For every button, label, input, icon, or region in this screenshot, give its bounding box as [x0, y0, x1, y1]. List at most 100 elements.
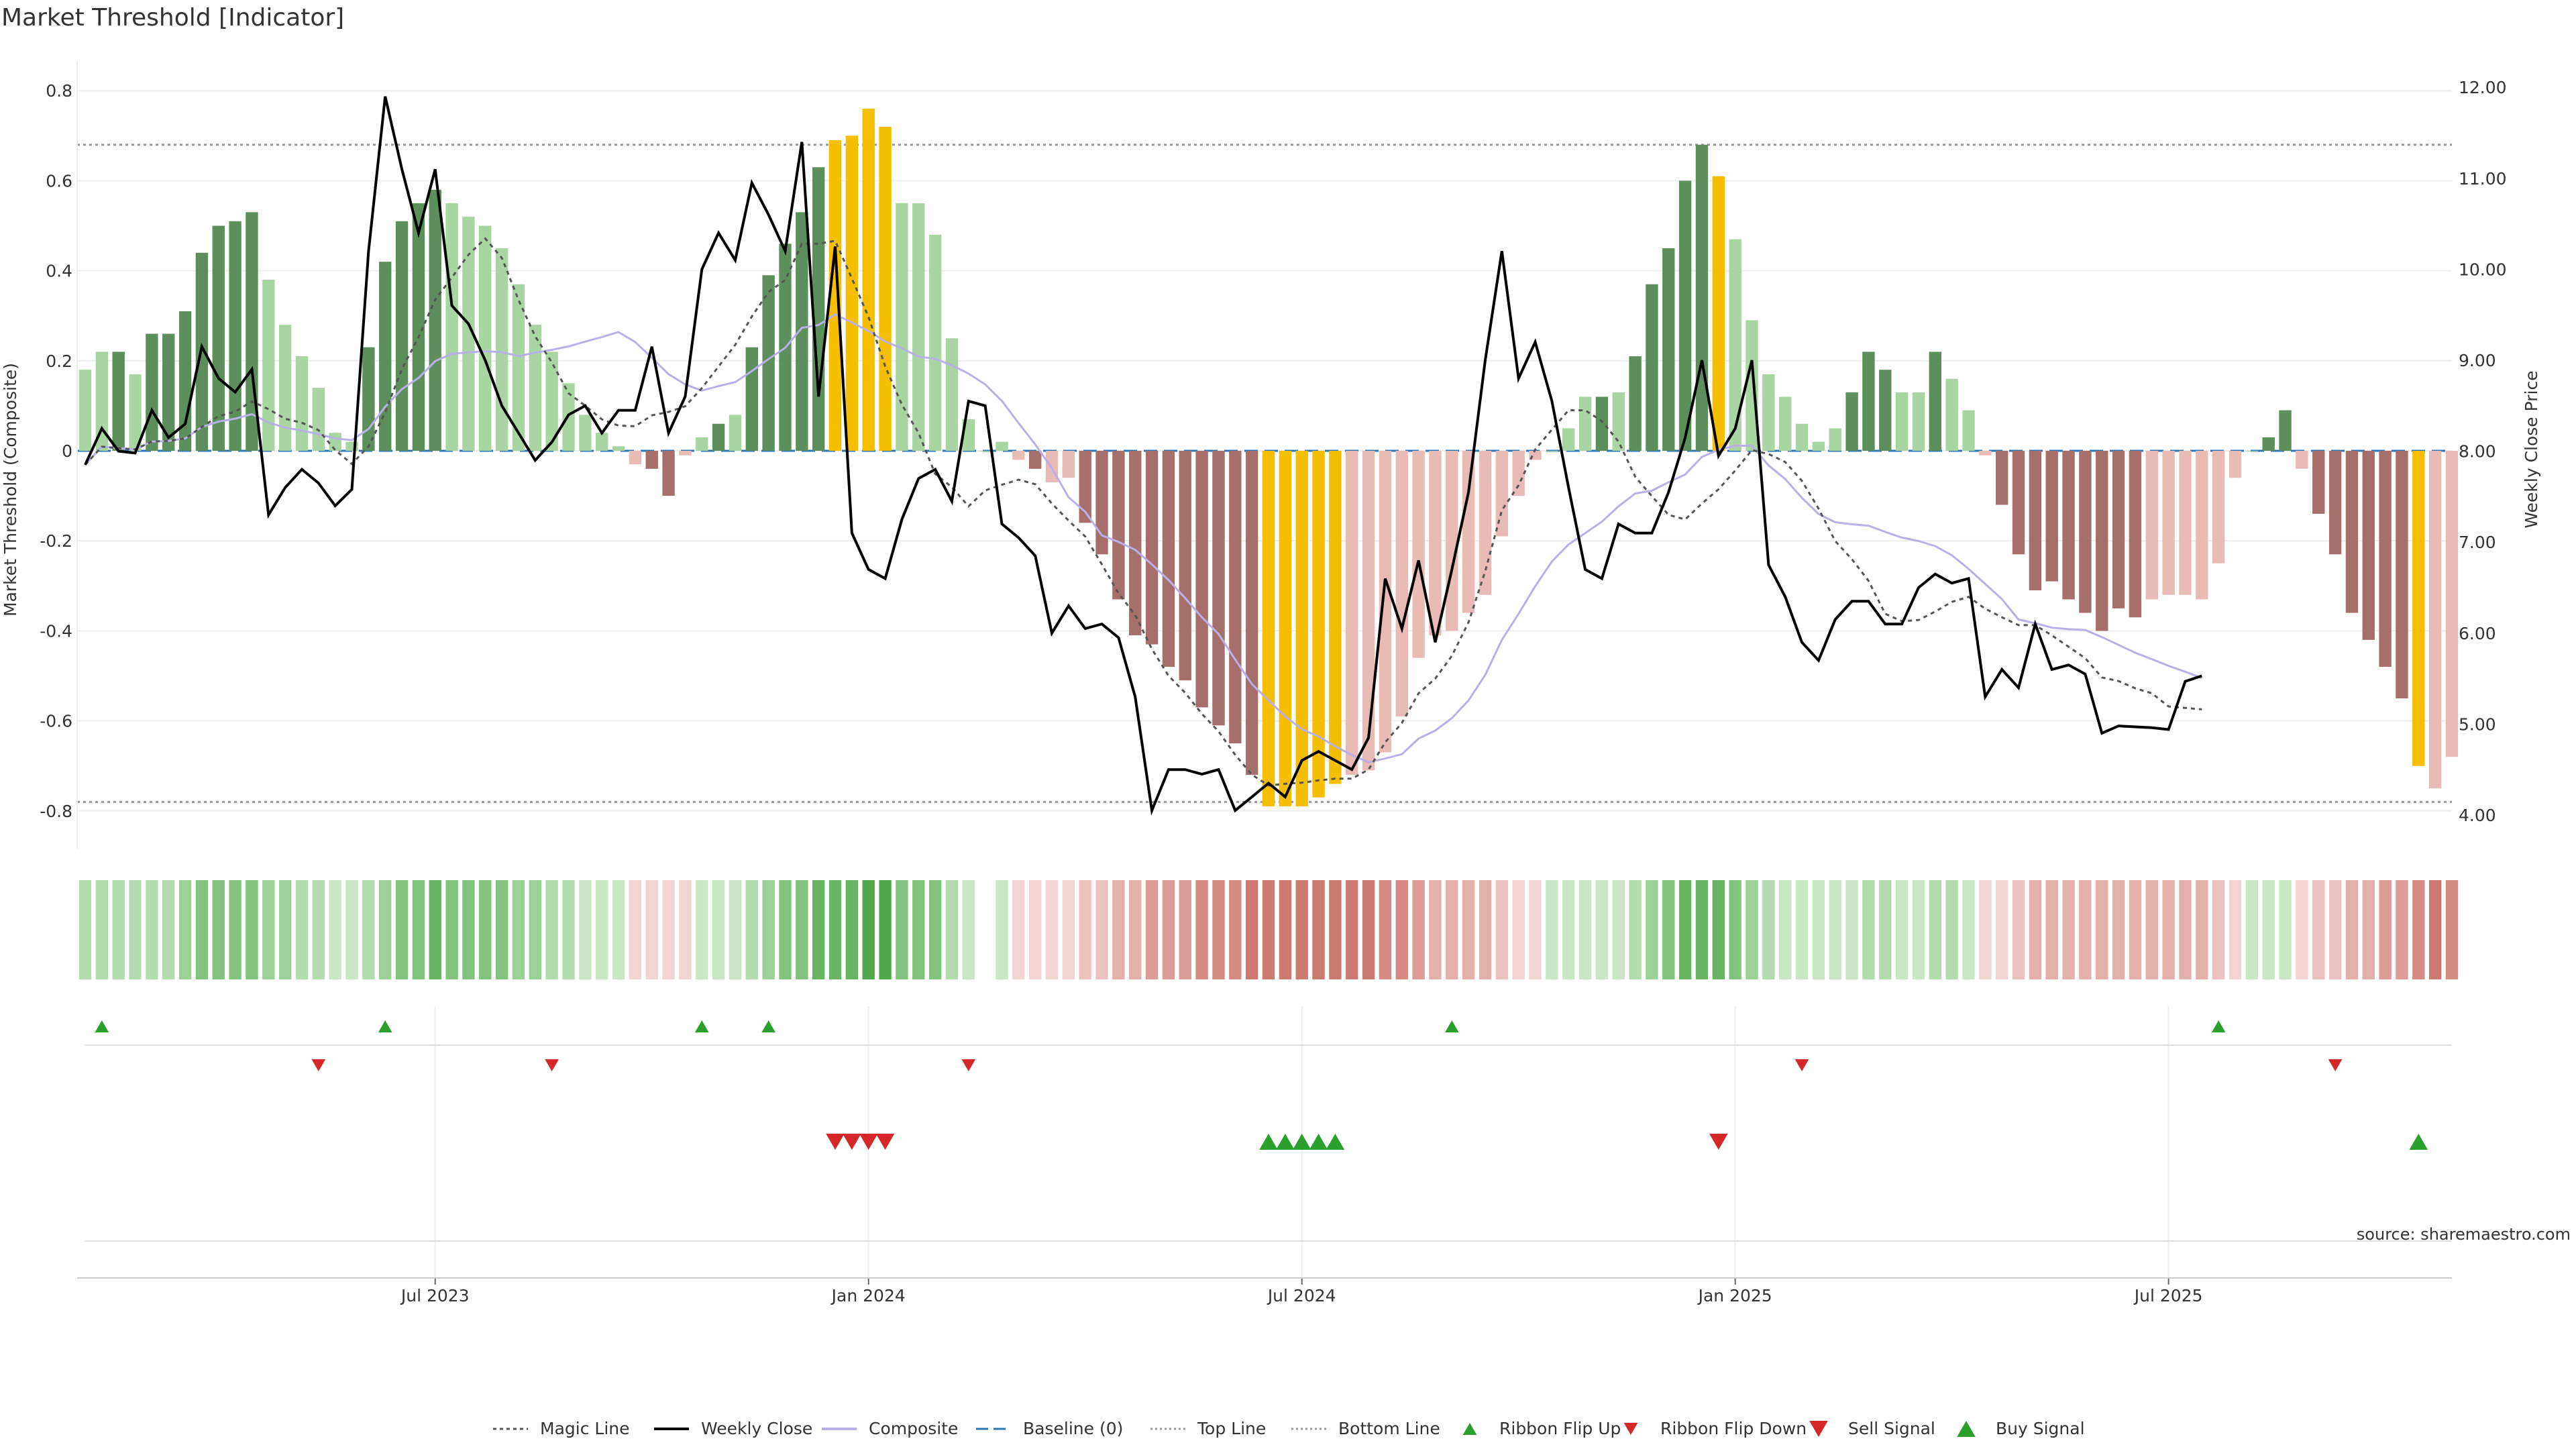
- ribbon-cell: [2179, 880, 2192, 979]
- composite-bar: [1429, 451, 1442, 636]
- signal-markers: [95, 1020, 2428, 1150]
- composite-bar: [612, 446, 625, 451]
- y-tick-left: -0.6: [40, 712, 72, 731]
- ribbon-cell: [1028, 880, 1042, 979]
- composite-bar: [1862, 352, 1875, 451]
- ribbon-cell: [962, 880, 975, 979]
- composite-bar: [2379, 451, 2392, 667]
- composite-bar: [1729, 239, 1741, 451]
- composite-bar: [1195, 451, 1208, 708]
- composite-bar: [879, 126, 892, 451]
- ribbon-cell: [78, 880, 92, 979]
- ribbon-cell: [662, 880, 675, 979]
- ribbon-cell: [1895, 880, 1909, 979]
- legend-item: Sell Signal: [1809, 1419, 1935, 1438]
- composite-bar: [2096, 451, 2108, 631]
- composite-bar: [1829, 428, 1841, 451]
- ribbon-cell: [162, 880, 175, 979]
- y-tick-right: 10.00: [2459, 260, 2507, 279]
- composite-bar: [796, 212, 808, 451]
- ribbon-cell: [2396, 880, 2408, 979]
- ribbon-cell: [2345, 880, 2359, 979]
- composite-bar: [1895, 392, 1909, 451]
- composite-line: [84, 313, 2202, 763]
- composite-bar: [1062, 451, 1075, 478]
- buy-signal-marker: [1292, 1134, 1311, 1150]
- weekly-close-line: [84, 96, 2202, 816]
- composite-bar: [2179, 451, 2192, 595]
- ribbon-cell: [2262, 880, 2275, 979]
- composite-bar: [146, 333, 158, 451]
- composite-bar: [2296, 451, 2308, 469]
- ribbon-cell: [1212, 880, 1225, 979]
- composite-bar: [529, 325, 542, 451]
- ribbon-cell: [596, 880, 608, 979]
- ribbon-cell: [1379, 880, 1392, 979]
- ribbon-cell: [2112, 880, 2125, 979]
- ribbon-cell: [712, 880, 725, 979]
- ribbon-cell: [1429, 880, 1442, 979]
- composite-bar: [1746, 320, 1758, 451]
- ribbon-cell: [2312, 880, 2325, 979]
- composite-bar: [229, 221, 241, 451]
- ribbon-cell: [1812, 880, 1825, 979]
- ribbon-cell: [2045, 880, 2058, 979]
- ribbon-cell: [579, 880, 592, 979]
- ribbon-cell: [2428, 880, 2442, 979]
- ribbon-cell: [2096, 880, 2108, 979]
- ribbon-flip-up-marker: [378, 1020, 392, 1032]
- composite-bar: [2412, 451, 2425, 766]
- ribbon-cell: [1829, 880, 1841, 979]
- y-tick-right: 11.00: [2459, 169, 2507, 189]
- composite-bar: [1512, 451, 1525, 496]
- ribbon-cell: [696, 880, 708, 979]
- composite-bar: [512, 284, 525, 451]
- ribbon-cell: [2129, 880, 2142, 979]
- ribbon-flip-down-marker: [545, 1059, 559, 1071]
- composite-bar: [1795, 423, 1809, 451]
- ribbon-flip-down-marker: [1794, 1059, 1809, 1071]
- ribbon-flip-up-marker: [761, 1020, 775, 1032]
- ribbon-cell: [229, 880, 241, 979]
- composite-bar: [2445, 451, 2459, 757]
- legend-item: Ribbon Flip Up: [1462, 1419, 1621, 1438]
- legend-marker: [1623, 1423, 1638, 1435]
- composite-bar: [2328, 451, 2342, 555]
- axes: 0.8 0.6 0.4 0.2 0 -0.2 -0.4 -0.6 -0.8 12.00 11.00 1…: [40, 60, 2507, 1305]
- ribbon-cell: [896, 880, 908, 979]
- composite-bar: [162, 333, 175, 451]
- chart-title: Market Threshold [Indicator]: [1, 4, 344, 32]
- composite-bar: [1578, 396, 1592, 451]
- composite-bar: [2112, 451, 2125, 608]
- y-tick-right: 6.00: [2459, 624, 2496, 643]
- composite-bars: [78, 109, 2459, 807]
- sell-signal-marker: [875, 1134, 895, 1150]
- legend-label: Composite: [869, 1419, 958, 1438]
- ribbon-cell: [1762, 880, 1775, 979]
- ribbon-cell: [1678, 880, 1692, 979]
- composite-bar: [729, 415, 742, 451]
- legend: Magic Line Weekly Close Composite Baseline …: [493, 1419, 2085, 1438]
- composite-bar: [462, 217, 475, 451]
- composite-bar: [1929, 352, 1941, 451]
- x-tick-label: Jul 2023: [400, 1286, 470, 1305]
- ribbon-cell: [495, 880, 508, 979]
- ribbon-cell: [1945, 880, 1958, 979]
- ribbon-cell: [529, 880, 542, 979]
- ribbon-flip-down-marker: [311, 1059, 326, 1071]
- composite-bar: [2162, 451, 2175, 595]
- composite-bar: [2279, 410, 2292, 451]
- composite-bar: [2029, 451, 2042, 591]
- ribbon-cell: [1229, 880, 1242, 979]
- x-tick-label: Jul 2024: [1267, 1286, 1336, 1305]
- legend-item: Magic Line: [493, 1419, 630, 1438]
- y-tick-left: 0.8: [46, 81, 72, 101]
- ribbon-cell: [1929, 880, 1941, 979]
- composite-bar: [1812, 441, 1825, 451]
- ribbon-cell: [1062, 880, 1075, 979]
- ribbon-cell: [645, 880, 658, 979]
- ribbon-cell: [1662, 880, 1675, 979]
- buy-signal-marker: [1276, 1134, 1295, 1150]
- legend-label: Bottom Line: [1338, 1419, 1440, 1438]
- composite-bar: [329, 433, 341, 451]
